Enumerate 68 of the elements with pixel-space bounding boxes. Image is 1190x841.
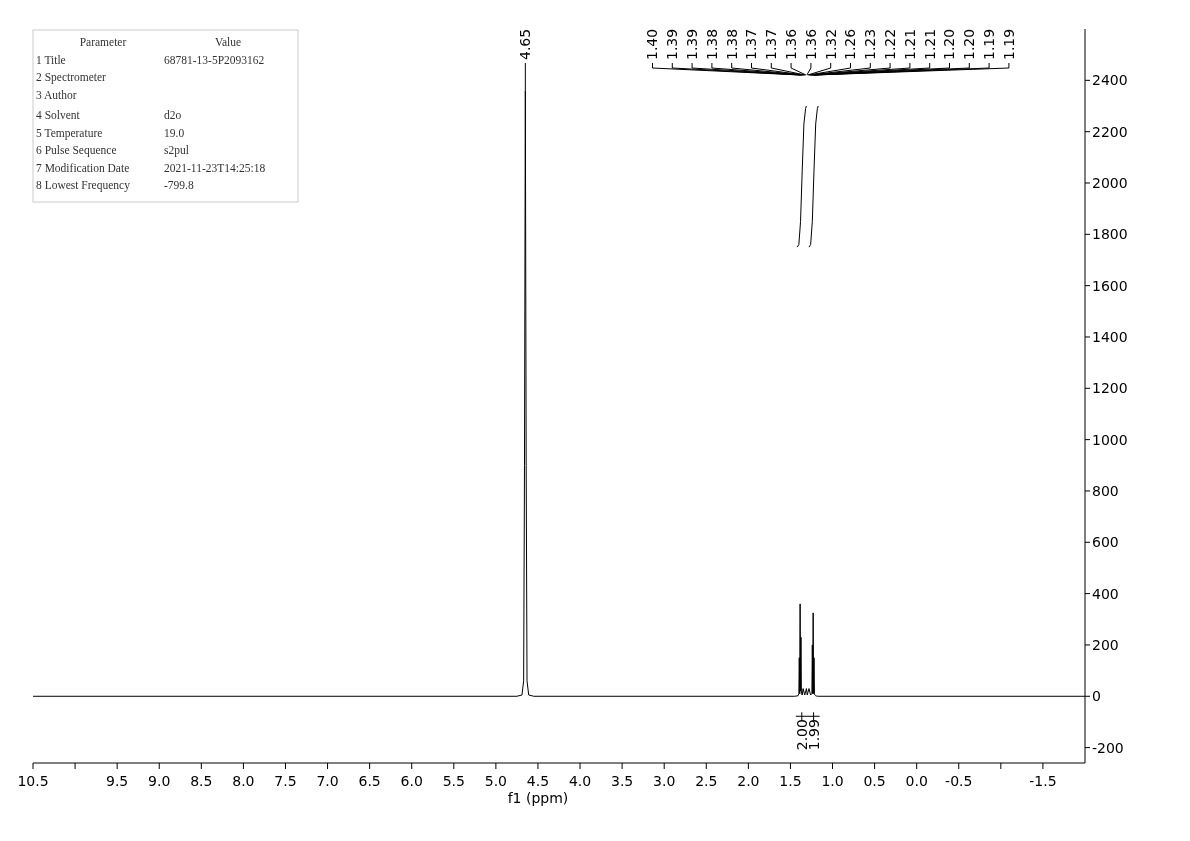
x-tick-label: 6.5 (358, 773, 381, 789)
annotation: 3 Author (36, 88, 77, 101)
y-tick-label: 2000 (1092, 174, 1128, 191)
x-tick-label: 9.0 (148, 773, 171, 789)
x-tick-label: 2.5 (695, 773, 718, 789)
x-tick-label: 0.0 (905, 773, 928, 789)
x-tick-label: 2.0 (737, 773, 760, 789)
annotation: 1.20 (961, 28, 978, 60)
x-tick-label: 1.0 (821, 773, 844, 789)
y-tick-label: -200 (1092, 739, 1124, 756)
text: Parameter Value (79, 36, 242, 48)
text: 6 Pulse Sequence s2pul (36, 144, 189, 156)
x-tick-label: 5.0 (484, 773, 508, 789)
y-tick-label: 600 (1092, 534, 1119, 551)
annotation: 1.36 (802, 28, 819, 60)
annotation: 1.22 (882, 28, 899, 60)
annotation: 1.40 (644, 28, 661, 60)
text: 5 Temperature 19.0 (36, 126, 185, 139)
annotation: 1.20 (941, 28, 958, 60)
y-tick-label: 1800 (1092, 226, 1128, 243)
y-tick-label: 2200 (1092, 123, 1128, 140)
annotation: 2 Spectrometer (36, 71, 107, 84)
x-tick-label: 9.5 (106, 773, 129, 789)
x-tick-label: 5.5 (442, 773, 465, 789)
y-tick-label: 1000 (1092, 431, 1128, 448)
annotation: 1.19 (981, 28, 998, 60)
annotation: 1.38 (723, 28, 740, 60)
x-tick-label: 10.5 (17, 773, 49, 789)
x-tick-label: 0.5 (863, 773, 886, 789)
x-tick-label: 7.0 (316, 773, 339, 789)
annotation: 1.26 (842, 28, 859, 60)
x-tick-label: 4.5 (526, 773, 550, 789)
y-tick-label: 2400 (1092, 72, 1128, 89)
y-tick-label: 1400 (1092, 328, 1128, 345)
annotation: 1.23 (862, 28, 879, 60)
text: 1 Title 68781-13-5P2093162 (36, 53, 265, 66)
x-tick-label: 7.5 (274, 773, 297, 789)
y-tick-label: 0 (1092, 688, 1101, 705)
annotation: 1.39 (664, 28, 681, 60)
x-tick-label: 1.5 (779, 773, 802, 789)
x-tick-label: -0.5 (945, 773, 973, 789)
annotation: 1.37 (763, 28, 780, 60)
annotation: 1.39 (684, 28, 701, 60)
annotation: 1.21 (901, 28, 918, 60)
y-tick-label: 400 (1092, 585, 1119, 602)
y-tick-label: 1200 (1092, 380, 1128, 397)
text: 4 Solvent d2o (36, 109, 182, 121)
x-tick-label: -1.5 (1029, 773, 1057, 789)
annotation: 1.32 (822, 28, 839, 60)
x-tick-label: 8.5 (190, 773, 213, 789)
x-tick-label: 4.0 (568, 773, 592, 789)
x-axis-title: f1 (ppm) (507, 790, 569, 806)
x-tick-label: 3.5 (610, 773, 634, 789)
y-tick-label: 800 (1092, 482, 1119, 499)
x-tick-label: 8.0 (232, 773, 255, 789)
annotation: 4.65 (517, 28, 534, 60)
annotation: 1.19 (1000, 28, 1017, 60)
x-tick-label: 6.0 (400, 773, 423, 789)
y-tick-label: 1600 (1092, 277, 1128, 294)
annotation: 1.38 (703, 28, 720, 60)
text: 7 Modification Date 2021-11-23T14:25:18 (36, 161, 266, 174)
annotation: 1.37 (743, 28, 760, 60)
annotation: 1.21 (921, 28, 938, 60)
annotation: 2.00 (793, 719, 810, 751)
y-tick-label: 200 (1092, 636, 1119, 653)
annotation: 1.36 (783, 28, 800, 60)
text: 8 Lowest Frequency -799.8 (36, 179, 194, 191)
x-tick-label: 3.0 (653, 773, 676, 789)
